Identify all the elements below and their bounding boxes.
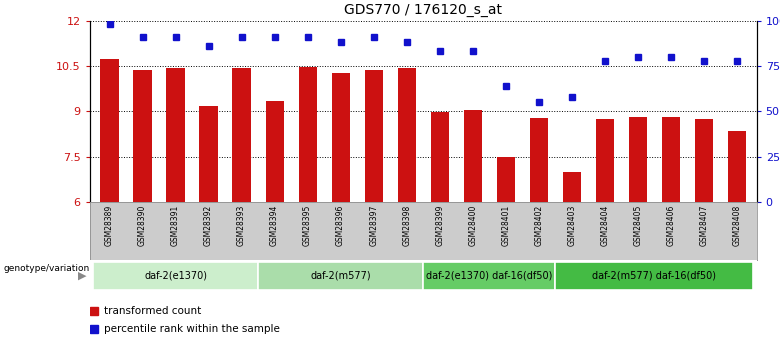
Text: GSM28405: GSM28405 <box>633 205 642 246</box>
Text: GSM28389: GSM28389 <box>105 205 114 246</box>
Bar <box>629 117 647 202</box>
Text: percentile rank within the sample: percentile rank within the sample <box>105 324 280 334</box>
Text: daf-2(e1370): daf-2(e1370) <box>144 270 207 280</box>
Bar <box>728 131 746 202</box>
Text: genotype/variation: genotype/variation <box>4 264 90 273</box>
Bar <box>596 119 614 202</box>
Bar <box>332 73 349 202</box>
Text: GSM28408: GSM28408 <box>732 205 741 246</box>
Title: GDS770 / 176120_s_at: GDS770 / 176120_s_at <box>344 3 502 17</box>
Text: GSM28401: GSM28401 <box>502 205 510 246</box>
Text: GSM28396: GSM28396 <box>336 205 345 246</box>
Bar <box>101 59 119 202</box>
Bar <box>200 106 218 202</box>
Bar <box>562 172 581 202</box>
Text: GSM28398: GSM28398 <box>402 205 411 246</box>
Bar <box>258 262 423 290</box>
Bar <box>530 118 548 202</box>
Bar <box>695 119 713 202</box>
Text: transformed count: transformed count <box>105 306 201 316</box>
Text: GSM28397: GSM28397 <box>369 205 378 246</box>
Text: GSM28402: GSM28402 <box>534 205 543 246</box>
Text: GSM28392: GSM28392 <box>204 205 213 246</box>
Text: GSM28403: GSM28403 <box>567 205 576 246</box>
Bar <box>166 68 185 202</box>
Text: GSM28400: GSM28400 <box>468 205 477 246</box>
Text: daf-2(m577): daf-2(m577) <box>310 270 371 280</box>
Text: GSM28393: GSM28393 <box>237 205 246 246</box>
Bar <box>299 67 317 202</box>
Bar <box>463 110 482 202</box>
Bar <box>133 70 151 202</box>
Bar <box>661 117 680 202</box>
Text: GSM28390: GSM28390 <box>138 205 147 246</box>
Bar <box>555 262 753 290</box>
Text: GSM28395: GSM28395 <box>303 205 312 246</box>
Bar <box>423 262 555 290</box>
Bar <box>93 262 258 290</box>
Text: ▶: ▶ <box>78 271 87 281</box>
Text: daf-2(m577) daf-16(df50): daf-2(m577) daf-16(df50) <box>592 270 716 280</box>
Text: GSM28391: GSM28391 <box>171 205 180 246</box>
Bar <box>497 157 515 202</box>
Bar <box>398 68 416 202</box>
Text: GSM28406: GSM28406 <box>666 205 675 246</box>
Bar <box>364 70 383 202</box>
Text: GSM28399: GSM28399 <box>435 205 444 246</box>
Text: GSM28404: GSM28404 <box>601 205 609 246</box>
Text: GSM28407: GSM28407 <box>700 205 708 246</box>
Bar <box>431 112 448 202</box>
Text: daf-2(e1370) daf-16(df50): daf-2(e1370) daf-16(df50) <box>426 270 552 280</box>
Bar <box>265 101 284 202</box>
Bar <box>232 68 250 202</box>
Text: GSM28394: GSM28394 <box>270 205 279 246</box>
